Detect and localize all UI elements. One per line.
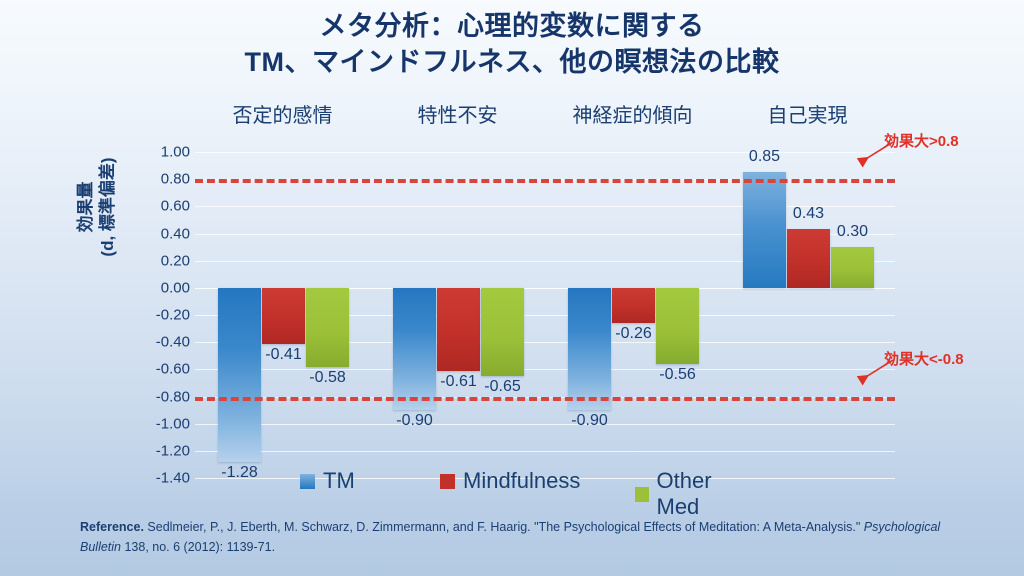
legend-swatch-icon — [635, 486, 649, 502]
reference-text-2: 138, no. 6 (2012): 1139-71. — [121, 540, 276, 554]
y-axis-tick-label: -0.40 — [155, 333, 190, 351]
y-axis-tick-label: -0.60 — [155, 360, 190, 378]
category-labels: 否定的感情 特性不安 神経症的傾向 自己実現 — [195, 99, 895, 127]
y-axis-tick-label: 0.00 — [160, 279, 190, 297]
reference-journal: Psychological Bulletin — [80, 520, 941, 554]
bar-value-label: -0.26 — [615, 325, 652, 343]
reference-text-1: Sedlmeier, P., J. Eberth, M. Schwarz, D.… — [143, 520, 864, 534]
y-axis-title-line-2: (d, 標準偏差) — [98, 157, 117, 257]
legend-label: TM — [323, 468, 355, 493]
gridline — [195, 152, 895, 153]
bar-tm-0 — [217, 287, 261, 462]
arrow-upper-icon — [856, 141, 894, 168]
y-axis-tick-label: -0.20 — [155, 306, 190, 324]
legend-item-tm[interactable]: TM — [300, 468, 355, 494]
gridline — [195, 478, 895, 479]
bar-value-label: -0.41 — [265, 345, 302, 363]
bar-mindfulness-2 — [611, 287, 655, 324]
reference-label: Reference. — [80, 520, 144, 534]
chart-legend: TM Mindfulness Other Med — [300, 468, 750, 519]
title-line-2: TM、マインドフルネス、他の瞑想法の比較 — [244, 47, 780, 77]
bar-other-med-2 — [655, 287, 699, 364]
annotation-upper-threshold: 効果大>0.8 — [884, 133, 959, 150]
category-label-1: 特性不安 — [417, 105, 498, 127]
legend-label: Mindfulness — [463, 468, 581, 493]
legend-label: Other Med — [656, 468, 712, 519]
bar-tm-3 — [742, 172, 786, 288]
bar-value-label: -0.56 — [659, 365, 696, 383]
legend-item-mindfulness[interactable]: Mindfulness — [440, 468, 580, 494]
gridline — [195, 233, 895, 235]
zero-axis-line — [195, 287, 895, 289]
category-label-0: 否定的感情 — [232, 105, 333, 127]
gridline — [195, 450, 895, 452]
bar-value-label: 0.85 — [748, 148, 781, 166]
y-axis-tick-label: -1.20 — [155, 442, 190, 460]
threshold-line-upper — [195, 179, 895, 184]
threshold-line-lower — [195, 396, 895, 401]
bar-value-label: -0.61 — [440, 372, 477, 390]
y-axis-tick-label: 0.80 — [160, 170, 190, 188]
gridline — [195, 423, 895, 425]
gridline — [195, 369, 895, 371]
bar-value-label: 0.43 — [792, 205, 825, 223]
bar-other-med-0 — [305, 287, 349, 367]
bar-mindfulness-0 — [261, 287, 305, 344]
y-axis-title: 効果量 (d, 標準偏差) — [75, 97, 119, 317]
bar-value-label: -0.65 — [484, 378, 521, 396]
y-axis-tick-label: 1.00 — [160, 143, 190, 161]
category-label-2: 神経症的傾向 — [572, 105, 693, 127]
legend-swatch-icon — [300, 473, 315, 489]
bar-mindfulness-1 — [436, 287, 480, 371]
y-axis-tick-label: 0.60 — [160, 197, 190, 215]
y-axis-ticks: 1.00 0.80 0.60 0.40 0.20 0.00 -0.20 -0.40 -0.60 -… — [110, 144, 190, 487]
bar-mindfulness-3 — [786, 229, 830, 288]
bar-tm-2 — [567, 287, 611, 411]
bar-other-med-1 — [480, 287, 524, 377]
reference-footnote: Reference. Sedlmeier, P., J. Eberth, M. … — [80, 517, 950, 557]
y-axis-tick-label: -1.00 — [155, 415, 190, 433]
legend-item-other-med[interactable]: Other Med — [635, 468, 750, 520]
legend-swatch-icon — [440, 473, 455, 489]
annotation-lower-threshold: 効果大<-0.8 — [884, 351, 964, 368]
gridline — [195, 342, 895, 344]
bar-value-label: -1.28 — [221, 463, 258, 481]
gridline — [195, 206, 895, 208]
gridline — [195, 315, 895, 316]
title-line-1: メタ分析：心理的変数に関する — [319, 11, 705, 41]
y-axis-tick-label: -1.40 — [155, 469, 190, 487]
chart-plot-area: -1.28 -0.41 -0.58 -0.90 -0.61 -0.65 -0.90 -0.26… — [195, 148, 895, 481]
page-title: メタ分析：心理的変数に関する TM、マインドフルネス、他の瞑想法の比較 — [0, 8, 1024, 80]
y-axis-title-line-1: 効果量 — [76, 181, 95, 233]
y-axis-tick-label: 0.20 — [160, 252, 190, 270]
bar-value-label: -0.58 — [309, 368, 346, 386]
bar-value-label: -0.90 — [396, 412, 433, 430]
y-axis-tick-label: 0.40 — [160, 225, 190, 242]
arrow-lower-icon — [856, 359, 894, 386]
category-label-3: 自己実現 — [767, 105, 848, 127]
bar-value-label: 0.30 — [836, 223, 869, 241]
y-axis-tick-label: -0.80 — [155, 388, 190, 405]
bar-other-med-3 — [830, 247, 874, 288]
gridline — [195, 260, 895, 262]
bar-tm-1 — [392, 287, 436, 411]
bar-value-label: -0.90 — [571, 412, 608, 430]
